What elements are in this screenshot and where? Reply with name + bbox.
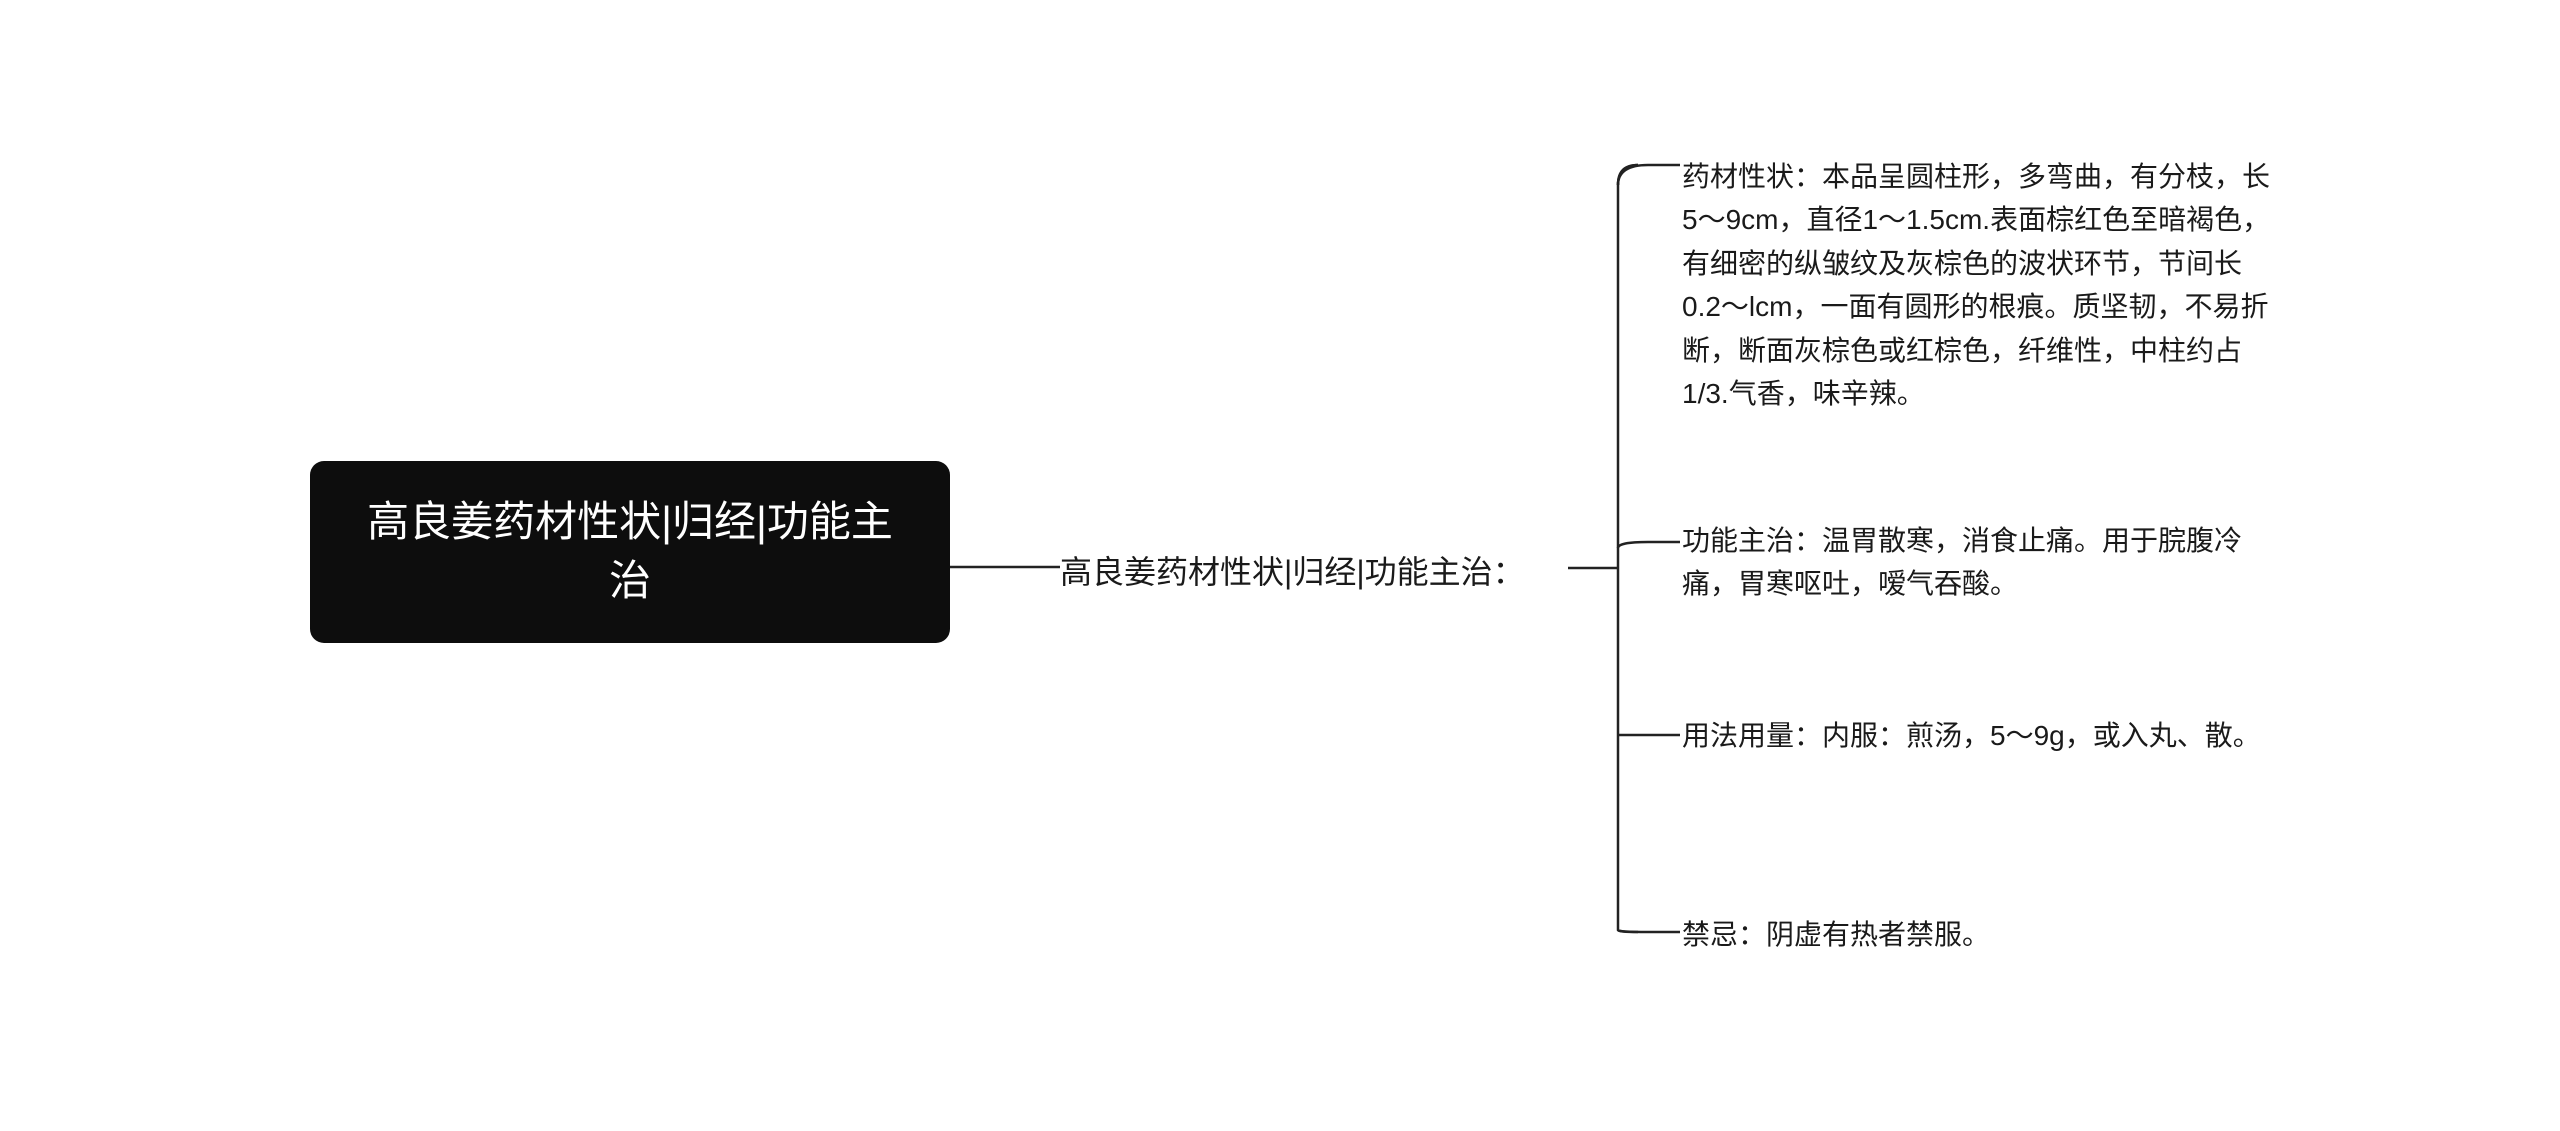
root-node: 高良姜药材性状|归经|功能主治 — [310, 461, 950, 643]
leaf-node: 功能主治：温胃散寒，消食止痛。用于脘腹冷痛，胃寒呕吐，嗳气吞酸。 — [1682, 519, 2272, 606]
leaf-node: 药材性状：本品呈圆柱形，多弯曲，有分枝，长5～9cm，直径1～1.5cm.表面棕… — [1682, 155, 2272, 415]
leaf-node: 禁忌：阴虚有热者禁服。 — [1682, 913, 2272, 956]
leaf-node: 用法用量：内服：煎汤，5～9g，或入丸、散。 — [1682, 714, 2272, 757]
mindmap-container: 高良姜药材性状|归经|功能主治 高良姜药材性状|归经|功能主治： 药材性状：本品… — [0, 0, 2560, 1131]
connector-root-branch — [950, 540, 1070, 580]
connector-branch-leaves — [1568, 150, 1698, 950]
branch-node: 高良姜药材性状|归经|功能主治： — [1060, 547, 1525, 593]
